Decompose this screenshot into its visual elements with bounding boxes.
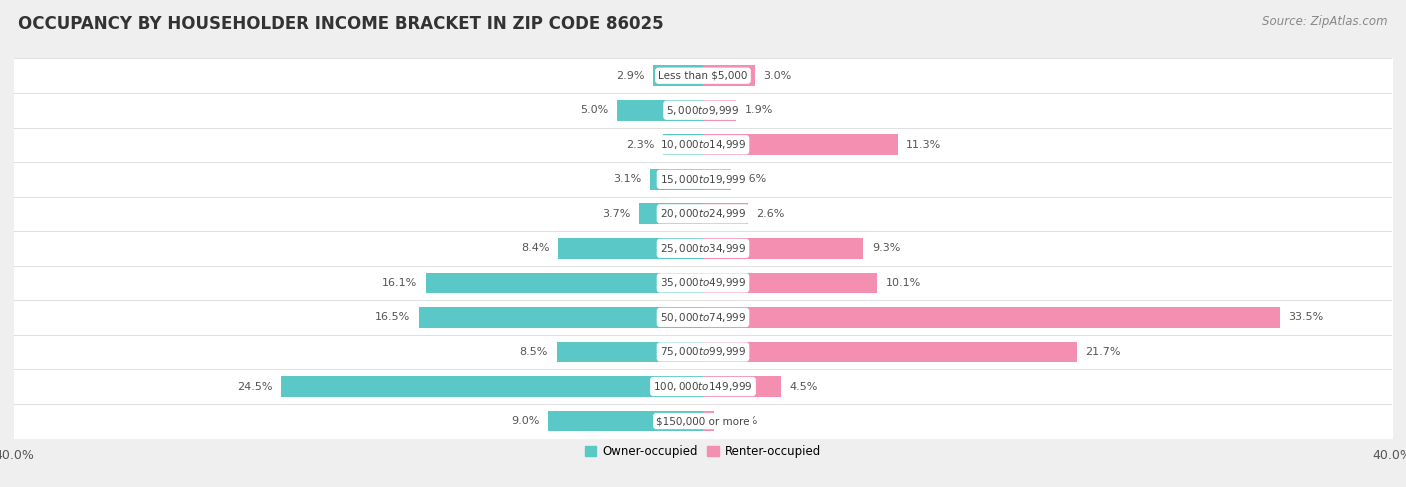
Bar bbox=[703, 238, 863, 259]
Bar bbox=[650, 169, 703, 189]
Text: 16.5%: 16.5% bbox=[375, 313, 411, 322]
Text: $100,000 to $149,999: $100,000 to $149,999 bbox=[654, 380, 752, 393]
Text: 33.5%: 33.5% bbox=[1289, 313, 1324, 322]
Text: 2.9%: 2.9% bbox=[616, 71, 644, 81]
Text: 3.1%: 3.1% bbox=[613, 174, 641, 184]
Text: 16.1%: 16.1% bbox=[382, 278, 418, 288]
Text: 2.3%: 2.3% bbox=[627, 140, 655, 150]
Text: 8.4%: 8.4% bbox=[522, 244, 550, 253]
Bar bbox=[419, 307, 703, 328]
Text: 9.0%: 9.0% bbox=[510, 416, 540, 426]
Bar bbox=[557, 341, 703, 362]
Text: 10.1%: 10.1% bbox=[886, 278, 921, 288]
Text: $10,000 to $14,999: $10,000 to $14,999 bbox=[659, 138, 747, 151]
Text: $15,000 to $19,999: $15,000 to $19,999 bbox=[659, 173, 747, 186]
Bar bbox=[703, 169, 731, 189]
Text: $150,000 or more: $150,000 or more bbox=[657, 416, 749, 426]
Bar bbox=[558, 238, 703, 259]
Bar bbox=[652, 65, 703, 86]
Bar bbox=[703, 100, 735, 121]
Bar bbox=[664, 134, 703, 155]
Text: $25,000 to $34,999: $25,000 to $34,999 bbox=[659, 242, 747, 255]
Text: $35,000 to $49,999: $35,000 to $49,999 bbox=[659, 277, 747, 289]
Text: 24.5%: 24.5% bbox=[238, 381, 273, 392]
Text: $50,000 to $74,999: $50,000 to $74,999 bbox=[659, 311, 747, 324]
Bar bbox=[703, 273, 877, 293]
Text: $75,000 to $99,999: $75,000 to $99,999 bbox=[659, 345, 747, 358]
Text: 5.0%: 5.0% bbox=[581, 105, 609, 115]
Text: 3.7%: 3.7% bbox=[602, 209, 631, 219]
Bar bbox=[703, 65, 755, 86]
Text: Source: ZipAtlas.com: Source: ZipAtlas.com bbox=[1263, 15, 1388, 28]
Text: $5,000 to $9,999: $5,000 to $9,999 bbox=[666, 104, 740, 117]
Bar bbox=[640, 204, 703, 224]
Bar bbox=[548, 411, 703, 431]
Bar bbox=[703, 411, 714, 431]
Bar bbox=[703, 376, 780, 397]
Text: 1.6%: 1.6% bbox=[740, 174, 768, 184]
Text: 0.64%: 0.64% bbox=[723, 416, 758, 426]
Legend: Owner-occupied, Renter-occupied: Owner-occupied, Renter-occupied bbox=[579, 440, 827, 463]
Bar bbox=[281, 376, 703, 397]
Text: 1.9%: 1.9% bbox=[744, 105, 773, 115]
Bar bbox=[703, 204, 748, 224]
Text: 3.0%: 3.0% bbox=[763, 71, 792, 81]
Bar bbox=[703, 341, 1077, 362]
Bar bbox=[426, 273, 703, 293]
Bar bbox=[617, 100, 703, 121]
Bar bbox=[703, 307, 1279, 328]
Text: Less than $5,000: Less than $5,000 bbox=[658, 71, 748, 81]
Text: 4.5%: 4.5% bbox=[789, 381, 817, 392]
Text: 8.5%: 8.5% bbox=[520, 347, 548, 357]
Text: 2.6%: 2.6% bbox=[756, 209, 785, 219]
Text: 11.3%: 11.3% bbox=[907, 140, 942, 150]
Text: $20,000 to $24,999: $20,000 to $24,999 bbox=[659, 207, 747, 220]
Text: OCCUPANCY BY HOUSEHOLDER INCOME BRACKET IN ZIP CODE 86025: OCCUPANCY BY HOUSEHOLDER INCOME BRACKET … bbox=[18, 15, 664, 33]
Bar bbox=[703, 134, 897, 155]
Text: 21.7%: 21.7% bbox=[1085, 347, 1121, 357]
Text: 9.3%: 9.3% bbox=[872, 244, 900, 253]
